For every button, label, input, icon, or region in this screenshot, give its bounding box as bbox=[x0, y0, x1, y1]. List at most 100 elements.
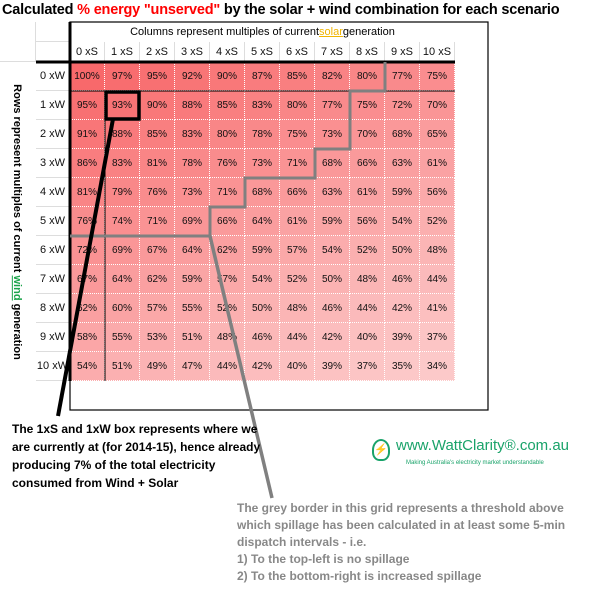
heatmap-cell: 78% bbox=[175, 149, 210, 178]
heatmap-cell: 64% bbox=[175, 236, 210, 265]
heatmap-cell: 66% bbox=[350, 149, 385, 178]
heatmap-cell: 61% bbox=[280, 207, 315, 236]
heatmap-cell: 44% bbox=[280, 323, 315, 352]
heatmap-cell: 50% bbox=[315, 265, 350, 294]
heatmap-cell: 42% bbox=[245, 352, 280, 381]
chart-border bbox=[69, 21, 489, 411]
column-axis-title: Columns represent multiples of current s… bbox=[130, 26, 395, 38]
heatmap-cell: 48% bbox=[210, 323, 245, 352]
heatmap-cell: 50% bbox=[245, 294, 280, 323]
heatmap-cell: 72% bbox=[385, 91, 420, 120]
heatmap-cell: 71% bbox=[140, 207, 175, 236]
heatmap-cell: 55% bbox=[105, 323, 140, 352]
heatmap-cell: 79% bbox=[105, 178, 140, 207]
heatmap-cell: 59% bbox=[175, 265, 210, 294]
heatmap-cell: 42% bbox=[315, 323, 350, 352]
heatmap-cell: 46% bbox=[385, 265, 420, 294]
heatmap-cell: 83% bbox=[105, 149, 140, 178]
heatmap-cell: 39% bbox=[385, 323, 420, 352]
heatmap-cell: 81% bbox=[140, 149, 175, 178]
heatmap-cell: 85% bbox=[210, 91, 245, 120]
heatmap-cell: 35% bbox=[385, 352, 420, 381]
heatmap-cell: 44% bbox=[420, 265, 455, 294]
lightbulb-bolt-icon: ⚡ bbox=[372, 439, 390, 461]
heatmap-cell: 78% bbox=[245, 120, 280, 149]
heatmap-cell: 67% bbox=[70, 265, 105, 294]
heatmap-cell: 47% bbox=[175, 352, 210, 381]
heatmap-cell: 44% bbox=[350, 294, 385, 323]
heatmap-cell: 90% bbox=[210, 62, 245, 91]
heatmap-cell: 73% bbox=[175, 178, 210, 207]
heatmap-cell: 95% bbox=[140, 62, 175, 91]
heatmap-cell: 52% bbox=[350, 236, 385, 265]
heatmap-cell: 46% bbox=[245, 323, 280, 352]
heatmap-cell: 82% bbox=[315, 62, 350, 91]
heatmap-cell: 63% bbox=[385, 149, 420, 178]
row-label: 3 xW bbox=[36, 149, 70, 178]
heatmap-cell: 59% bbox=[315, 207, 350, 236]
heatmap-cell: 80% bbox=[210, 120, 245, 149]
heatmap-cell: 63% bbox=[315, 178, 350, 207]
current-position-box bbox=[104, 90, 141, 121]
heatmap-cell: 59% bbox=[245, 236, 280, 265]
heatmap-cell: 70% bbox=[350, 120, 385, 149]
logo-name: www.WattClarity®.com.au bbox=[396, 437, 570, 454]
heatmap-cell: 57% bbox=[210, 265, 245, 294]
heatmap-cell: 67% bbox=[140, 236, 175, 265]
heatmap-cell: 71% bbox=[210, 178, 245, 207]
heatmap-cell: 86% bbox=[70, 149, 105, 178]
heatmap-cell: 68% bbox=[385, 120, 420, 149]
current-position-note: The 1xS and 1xW box represents where we … bbox=[12, 422, 261, 490]
heatmap-cell: 50% bbox=[385, 236, 420, 265]
heatmap-cell: 60% bbox=[105, 294, 140, 323]
heatmap-cell: 51% bbox=[175, 323, 210, 352]
heatmap-cell: 39% bbox=[315, 352, 350, 381]
heatmap-cell: 66% bbox=[280, 178, 315, 207]
heatmap-cell: 40% bbox=[280, 352, 315, 381]
heatmap-cell: 40% bbox=[350, 323, 385, 352]
heatmap-cell: 52% bbox=[280, 265, 315, 294]
heatmap-cell: 56% bbox=[350, 207, 385, 236]
heatmap-cell: 65% bbox=[420, 120, 455, 149]
row-label: 9 xW bbox=[36, 323, 70, 352]
heatmap-cell: 70% bbox=[420, 91, 455, 120]
heatmap-cell: 74% bbox=[105, 207, 140, 236]
row-label: 2 xW bbox=[36, 120, 70, 149]
heatmap-cell: 90% bbox=[140, 91, 175, 120]
heatmap-cell: 85% bbox=[280, 62, 315, 91]
heatmap-cell: 69% bbox=[175, 207, 210, 236]
chart-title: Calculated % energy "unserved" by the so… bbox=[2, 2, 560, 18]
heatmap-cell: 61% bbox=[420, 149, 455, 178]
column-label: 4 xS bbox=[210, 42, 245, 62]
heatmap-cell: 64% bbox=[245, 207, 280, 236]
column-label: 9 xS bbox=[385, 42, 420, 62]
heatmap-cell: 37% bbox=[350, 352, 385, 381]
heatmap-cell: 37% bbox=[420, 323, 455, 352]
current-callout-line bbox=[56, 118, 115, 417]
heatmap-cell: 87% bbox=[245, 62, 280, 91]
heatmap-cell: 52% bbox=[420, 207, 455, 236]
heatmap-cell: 80% bbox=[280, 91, 315, 120]
heatmap-cell: 54% bbox=[385, 207, 420, 236]
row-label: 4 xW bbox=[36, 178, 70, 207]
heatmap-cell: 66% bbox=[210, 207, 245, 236]
row-label: 10 xW bbox=[36, 352, 70, 381]
row-label: 5 xW bbox=[36, 207, 70, 236]
row-label: 1 xW bbox=[36, 91, 70, 120]
logo-tagline: Making Australia's electricity market un… bbox=[406, 460, 544, 466]
heatmap-cell: 83% bbox=[245, 91, 280, 120]
heatmap-cell: 69% bbox=[105, 236, 140, 265]
heatmap-cell: 55% bbox=[175, 294, 210, 323]
heatmap-cell: 76% bbox=[210, 149, 245, 178]
heatmap-cell: 54% bbox=[245, 265, 280, 294]
heatmap-cell: 64% bbox=[105, 265, 140, 294]
spillage-threshold-border bbox=[70, 62, 387, 238]
heatmap-cell: 54% bbox=[315, 236, 350, 265]
heatmap-cell: 68% bbox=[315, 149, 350, 178]
heatmap-cell: 75% bbox=[350, 91, 385, 120]
heatmap-cell: 62% bbox=[140, 265, 175, 294]
heatmap-cell: 49% bbox=[140, 352, 175, 381]
heatmap-cell: 85% bbox=[140, 120, 175, 149]
column-label: 2 xS bbox=[140, 42, 175, 62]
